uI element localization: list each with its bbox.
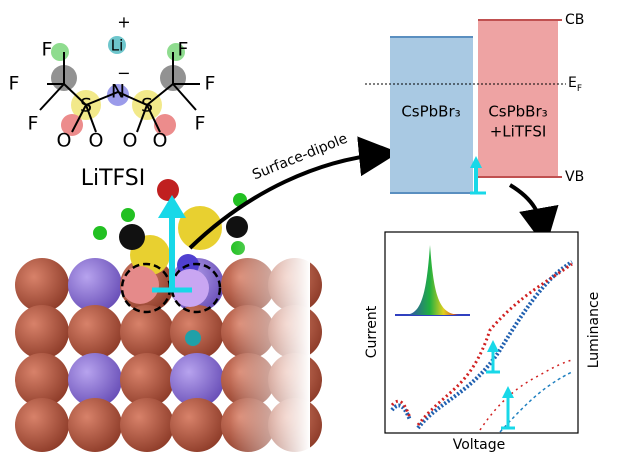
atom-label: F xyxy=(42,39,53,61)
atom-label: N xyxy=(111,81,125,103)
band-label: +LiTFSI xyxy=(490,123,547,141)
lattice-atom xyxy=(15,398,69,452)
lattice-atom xyxy=(15,258,69,312)
lattice-atom xyxy=(15,305,69,359)
y2-axis-label: Luminance xyxy=(586,292,602,369)
lattice-atom xyxy=(120,305,174,359)
lattice-atom xyxy=(170,398,224,452)
fermi-main: E xyxy=(568,75,577,91)
charge: − xyxy=(117,64,130,83)
lattice-atom xyxy=(68,258,122,312)
atom-label: F xyxy=(205,73,216,95)
atom-label: F xyxy=(195,113,206,135)
atom-label: F xyxy=(178,39,189,61)
lattice-atom xyxy=(120,398,174,452)
atom-label: S xyxy=(141,95,153,117)
lattice-atom xyxy=(68,353,122,407)
molecule: Li + F F F F F F S S N − O O O O LiTFSI xyxy=(9,13,216,192)
lattice-atom xyxy=(68,398,122,452)
lattice-atom xyxy=(170,353,224,407)
cb-label: CB xyxy=(565,12,584,28)
charge: + xyxy=(117,13,130,32)
fermi-sub: F xyxy=(577,84,582,94)
x-axis-label: Voltage xyxy=(453,437,506,453)
lattice-atom xyxy=(68,305,122,359)
jv-plot: Current Luminance Voltage xyxy=(364,231,602,453)
atom-label: O xyxy=(123,130,138,152)
crystal xyxy=(15,179,322,461)
fermi-label: EF xyxy=(568,75,582,94)
band-label: CsPbBr₃ xyxy=(488,103,547,121)
atom-label: Li xyxy=(111,37,124,55)
lattice-atom xyxy=(15,353,69,407)
atom-label: O xyxy=(57,130,72,152)
atom-label: O xyxy=(89,130,104,152)
vb-label: VB xyxy=(565,169,584,185)
molecule-name: LiTFSI xyxy=(81,166,146,191)
lattice-atom xyxy=(120,353,174,407)
atom-label: O xyxy=(153,130,168,152)
atom-label: F xyxy=(9,73,20,95)
atom-label: S xyxy=(80,95,92,117)
adsorbed-molecule xyxy=(93,179,248,346)
band-label: CsPbBr₃ xyxy=(401,103,460,121)
y-axis-label: Current xyxy=(364,305,380,358)
band-diagram: CsPbBr₃ CsPbBr₃ +LiTFSI CB VB EF xyxy=(365,12,584,195)
atom-label: F xyxy=(28,113,39,135)
